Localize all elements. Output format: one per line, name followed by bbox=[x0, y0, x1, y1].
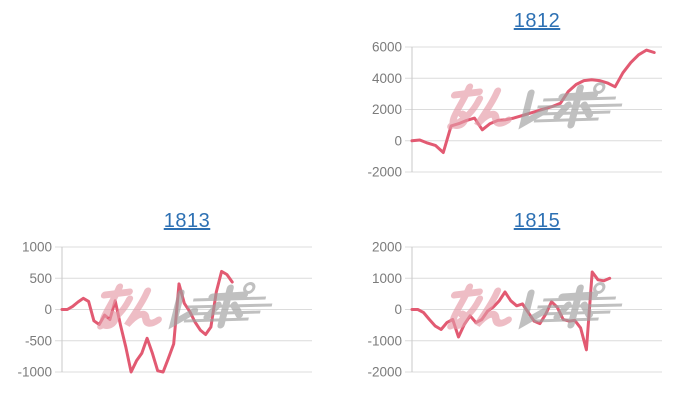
y-tick-label: -1000 bbox=[367, 333, 402, 348]
chart-cell-1815: 1815 -2000 -1000 0 1000 2000 bbox=[350, 200, 700, 400]
line-chart-svg-1812: -2000 0 2000 4000 6000 bbox=[367, 40, 662, 180]
chart-1813-title-row: 1813 bbox=[0, 209, 350, 233]
y-tick-label: 500 bbox=[29, 271, 52, 286]
y-tick-label: 0 bbox=[394, 302, 402, 317]
y-tick-label: 0 bbox=[44, 302, 52, 317]
y-tick-label: 4000 bbox=[372, 71, 402, 86]
y-tick-label: 2000 bbox=[372, 240, 402, 255]
empty-cell bbox=[0, 0, 350, 200]
trend-line bbox=[60, 269, 234, 374]
chart-1815-plot: -2000 -1000 0 1000 2000 bbox=[350, 235, 700, 393]
y-tick-label: 6000 bbox=[372, 40, 402, 55]
y-tick-label: 1000 bbox=[372, 271, 402, 286]
y-tick-label: 1000 bbox=[22, 240, 52, 255]
chart-1813-link[interactable]: 1813 bbox=[163, 210, 211, 232]
y-tick-label: 0 bbox=[394, 133, 402, 148]
chart-1815-title-row: 1815 bbox=[350, 209, 700, 233]
chart-1815-link[interactable]: 1815 bbox=[513, 210, 561, 232]
chart-1812-link[interactable]: 1812 bbox=[513, 10, 561, 32]
line-chart-svg-1815: -2000 -1000 0 1000 2000 bbox=[367, 240, 662, 380]
y-tick-label: -500 bbox=[25, 333, 52, 348]
line-chart-svg-1813: -1000 -500 0 500 1000 bbox=[17, 240, 312, 380]
trend-line bbox=[410, 48, 656, 154]
chart-cell-1813: 1813 -1000 -500 0 500 1000 bbox=[0, 200, 350, 400]
chart-1812-plot: -2000 0 2000 4000 6000 bbox=[350, 35, 700, 193]
chart-cell-1812: 1812 -2000 0 2000 4000 6000 bbox=[350, 0, 700, 200]
y-tick-label: -1000 bbox=[17, 365, 52, 380]
chart-1812-title-row: 1812 bbox=[350, 9, 700, 33]
y-tick-label: -2000 bbox=[367, 365, 402, 380]
chart-1813-plot: -1000 -500 0 500 1000 bbox=[0, 235, 350, 393]
trend-line bbox=[410, 270, 612, 352]
y-tick-label: 2000 bbox=[372, 102, 402, 117]
y-tick-label: -2000 bbox=[367, 165, 402, 180]
